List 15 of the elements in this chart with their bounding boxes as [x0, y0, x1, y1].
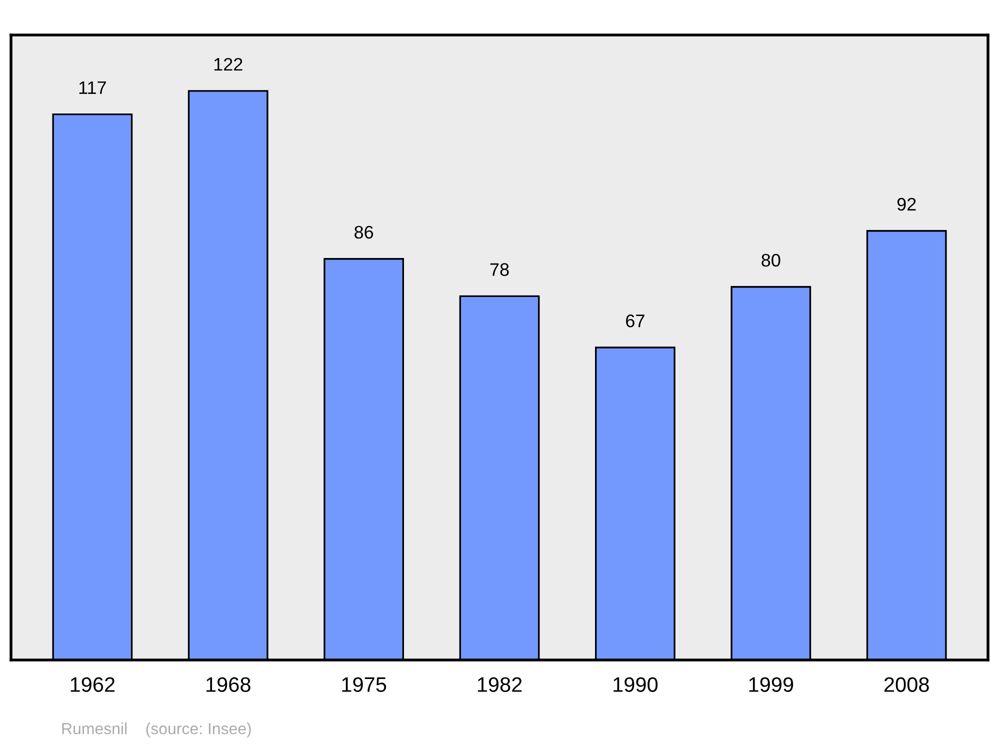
data-label: 92 — [897, 198, 916, 211]
x-tick-label: 1999 — [749, 677, 794, 692]
data-label: 122 — [214, 58, 242, 71]
data-label: 78 — [490, 263, 509, 276]
x-tick-label: 1962 — [70, 677, 115, 692]
x-tick-label: 2008 — [884, 677, 929, 692]
data-label: 86 — [354, 226, 374, 239]
text: Rumesnil (source: Insee) — [62, 722, 251, 738]
data-label: 117 — [79, 81, 106, 94]
x-tick-label: 1990 — [614, 677, 658, 692]
data-label: 67 — [626, 314, 644, 328]
x-tick-label: 1975 — [342, 677, 386, 692]
x-tick-label: 1968 — [206, 677, 250, 692]
data-label: 80 — [762, 254, 780, 267]
x-tick-label: 1982 — [478, 677, 522, 692]
